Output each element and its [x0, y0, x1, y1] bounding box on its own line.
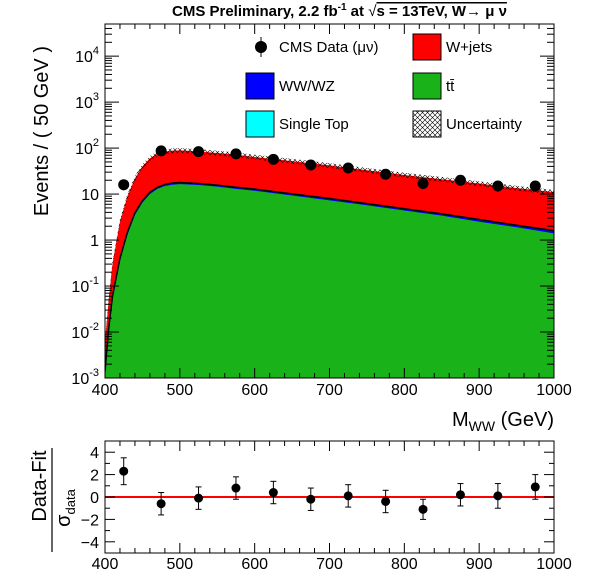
legend-label-uncertainty: Uncertainty: [446, 116, 522, 133]
data-point: [118, 179, 130, 191]
pull-point: [455, 490, 465, 500]
legend-item-wwwz: WW/WZ: [245, 72, 335, 100]
legend-label-wwwz: WW/WZ: [279, 78, 335, 95]
y-tick-label: 1: [90, 233, 99, 250]
legend-label-wjets: W+jets: [446, 39, 492, 56]
legend-item-data: CMS Data (μν): [255, 37, 379, 57]
pull-point: [418, 504, 428, 514]
data-marker-icon: [255, 41, 267, 53]
x-tick-label: 1000: [536, 382, 572, 399]
data-point: [529, 180, 541, 192]
legend-label-singletop: Single Top: [279, 116, 349, 133]
pull-point: [231, 483, 241, 493]
x-tick-label: 900: [466, 382, 493, 399]
y-tick-label: 10-3: [71, 367, 99, 388]
legend-item-ttbar: tt̄: [412, 72, 455, 100]
legend: CMS Data (μν) W+jets WW/WZ tt̄ Single To…: [245, 33, 522, 138]
ratio-x-tick-label: 600: [241, 556, 268, 572]
ttbar-swatch-icon: [412, 72, 442, 100]
data-point: [193, 146, 205, 158]
data-points: [118, 145, 541, 192]
ratio-y-axis-label: Data-Fit σdata: [29, 448, 78, 552]
ratio-y-tick-label: −2: [81, 512, 99, 529]
main-axes: 400 500 600 700 800 900 1000 10-3 10-2 10-1 1 10 102…: [71, 23, 572, 399]
y-tick-label: 102: [75, 137, 99, 158]
y-tick-label: 10-1: [71, 275, 99, 296]
ratio-y-tick-label: 4: [90, 445, 99, 462]
ratio-x-tick-label: 800: [391, 556, 418, 572]
ttbar-area: [105, 184, 554, 378]
pull-point: [381, 496, 391, 506]
pull-point: [119, 466, 129, 476]
ratio-y-tick-label: 2: [90, 468, 99, 485]
chart-title: CMS Preliminary, 2.2 fb-1 at √s = 13TeV,…: [172, 2, 507, 20]
ratio-x-tick-label: 1000: [536, 556, 572, 572]
ratio-x-tick-label: 500: [166, 556, 193, 572]
svg-text:Data-Fit: Data-Fit: [29, 450, 51, 522]
ratio-axes: 400 500 600 700 800 900 1000 4 2 0 −2 −4: [81, 440, 572, 572]
data-point: [305, 159, 317, 171]
x-axis-label: MWW (GeV): [452, 409, 554, 434]
y-tick-label: 103: [75, 91, 99, 112]
x-tick-label: 400: [92, 382, 119, 399]
y-tick-label: 104: [75, 45, 99, 66]
pull-point: [268, 488, 278, 498]
data-point: [454, 174, 466, 186]
x-tick-label: 600: [241, 382, 268, 399]
pull-point: [493, 491, 503, 501]
legend-item-wjets: W+jets: [412, 33, 492, 61]
legend-item-singletop: Single Top: [245, 110, 349, 138]
pull-point: [306, 494, 316, 504]
pull-point: [530, 482, 540, 492]
ratio-x-tick-label: 400: [92, 556, 119, 572]
x-tick-label: 700: [316, 382, 343, 399]
data-point: [230, 148, 242, 160]
svg-text:σdata: σdata: [53, 488, 78, 526]
legend-item-uncertainty: Uncertainty: [412, 110, 522, 138]
pull-plot: [105, 457, 554, 520]
y-tick-label: 10-2: [71, 321, 99, 342]
pull-point: [343, 491, 353, 501]
data-point: [342, 162, 354, 174]
wwwz-swatch-icon: [245, 72, 275, 100]
x-tick-label: 800: [391, 382, 418, 399]
ratio-x-tick-label: 700: [316, 556, 343, 572]
ratio-y-tick-label: −4: [81, 535, 99, 552]
y-axis-label: Events / ( 50 GeV ): [31, 46, 53, 216]
stack-edge-line: [105, 181, 554, 372]
y-tick-label: 10: [81, 187, 99, 204]
uncertainty-swatch-icon: [412, 110, 442, 138]
wjets-swatch-icon: [412, 33, 442, 61]
x-tick-label: 500: [166, 382, 193, 399]
legend-label-data: CMS Data (μν): [279, 39, 379, 56]
stack-plot: [105, 148, 554, 378]
data-point: [267, 153, 279, 165]
data-point: [155, 145, 167, 157]
pull-point: [194, 493, 204, 503]
data-point: [417, 177, 429, 189]
singletop-swatch-icon: [245, 110, 275, 138]
ratio-y-tick-label: 0: [90, 490, 99, 507]
ratio-x-tick-label: 900: [466, 556, 493, 572]
pull-point: [156, 499, 166, 509]
data-point: [380, 168, 392, 180]
legend-label-ttbar: tt̄: [446, 78, 455, 95]
data-point: [492, 180, 504, 192]
